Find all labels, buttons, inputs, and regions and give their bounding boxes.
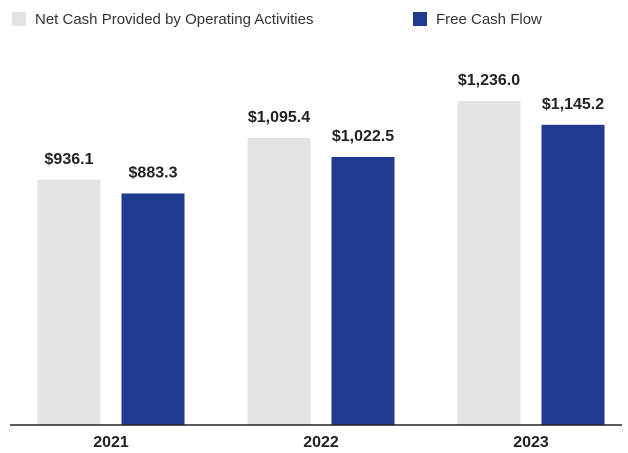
bar <box>541 124 605 425</box>
value-label: $1,236.0 <box>458 72 520 89</box>
legend-swatch <box>413 12 427 26</box>
value-label: $883.3 <box>129 165 178 182</box>
legend-label: Free Cash Flow <box>436 11 542 28</box>
bar <box>457 101 521 425</box>
legend-swatch <box>12 12 26 26</box>
value-label: $1,095.4 <box>248 109 310 126</box>
bar <box>247 137 311 425</box>
x-tick-label: 2023 <box>513 434 549 451</box>
value-label: $1,145.2 <box>542 96 604 113</box>
bar <box>37 179 101 425</box>
value-label: $936.1 <box>45 151 94 168</box>
value-label: $1,022.5 <box>332 128 394 145</box>
bar <box>121 193 185 425</box>
x-tick-label: 2021 <box>93 434 129 451</box>
x-tick-label: 2022 <box>303 434 339 451</box>
bar <box>331 156 395 426</box>
legend-label: Net Cash Provided by Operating Activitie… <box>35 11 313 28</box>
